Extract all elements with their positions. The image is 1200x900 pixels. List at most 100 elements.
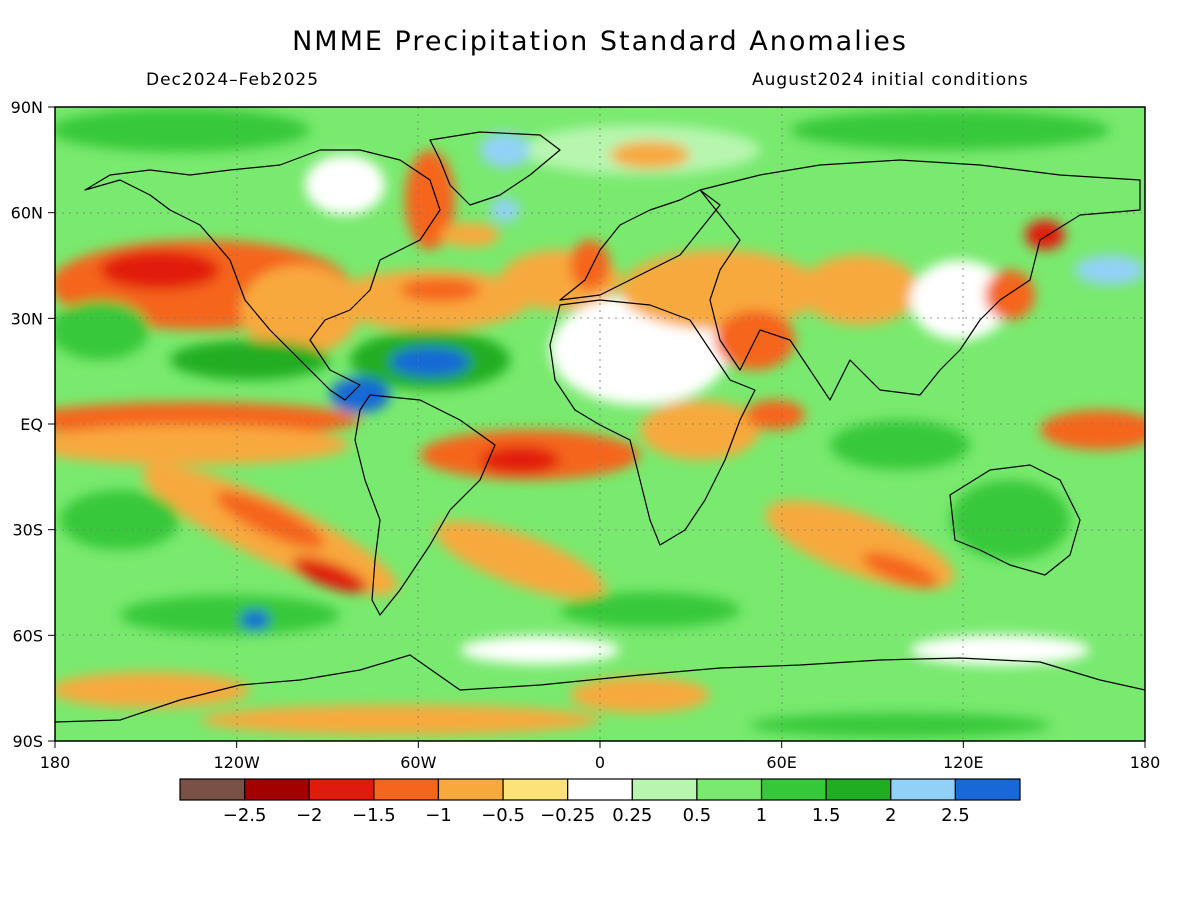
- anomaly-blob: [950, 480, 1070, 560]
- anomaly-blob: [460, 636, 620, 664]
- anomaly-blob: [750, 713, 1050, 737]
- anomaly-blob: [330, 377, 390, 413]
- anomaly-blob: [830, 420, 970, 470]
- anomaly-blob: [620, 250, 820, 330]
- legend-label: −2: [296, 805, 323, 826]
- lon-label: 120W: [213, 753, 260, 772]
- anomaly-blob: [100, 250, 220, 290]
- legend-label: 2: [885, 805, 896, 826]
- lat-label: 60S: [12, 626, 43, 645]
- legend-label: 1.5: [812, 805, 841, 826]
- legend-swatch: [825, 778, 892, 801]
- legend-swatch: [760, 778, 827, 801]
- longitude-labels: 180 120W 60W 0 60E 120E 180: [40, 741, 1161, 772]
- anomaly-blob: [292, 557, 368, 593]
- coast-south-america: [354, 394, 496, 616]
- lon-label: 180: [40, 753, 71, 772]
- lon-label: 180: [1130, 753, 1161, 772]
- map-title: NMME Precipitation Standard Anomalies: [292, 26, 908, 57]
- legend-swatch: [179, 778, 246, 801]
- lat-label: 30S: [12, 521, 43, 540]
- anomaly-blob: [55, 672, 250, 708]
- legend-tick-labels: −2.5 −2 −1.5 −1 −0.5 −0.25 0.25 0.5 1 1.5 2 2.5: [223, 805, 970, 826]
- anomaly-blob: [1075, 255, 1145, 285]
- anomaly-blob: [1040, 410, 1145, 450]
- anomaly-blob: [434, 521, 606, 599]
- anomaly-blob: [405, 150, 455, 250]
- legend-label: 2.5: [941, 805, 970, 826]
- anomaly-blob: [120, 595, 340, 635]
- lon-label: 60W: [400, 753, 436, 772]
- lat-label: 60N: [11, 204, 43, 223]
- anomaly-blob: [240, 265, 360, 355]
- legend-swatch: [567, 778, 633, 801]
- legend-swatch: [244, 778, 310, 801]
- legend-swatch: [437, 778, 504, 801]
- anomaly-blob: [570, 677, 710, 713]
- coast-antarctica: [55, 654, 1145, 723]
- anomaly-blob: [570, 240, 610, 290]
- lon-label: 0: [595, 753, 605, 772]
- legend-color-boxes: [179, 778, 1021, 801]
- legend-label: −1.5: [352, 805, 396, 826]
- lat-label: 90N: [11, 98, 43, 117]
- legend-swatch: [890, 778, 956, 801]
- anomaly-blob: [985, 270, 1035, 320]
- anomaly-blob: [862, 552, 938, 588]
- anomaly-blob: [55, 108, 310, 152]
- lon-label: 60E: [766, 753, 796, 772]
- anomaly-blob: [390, 347, 470, 377]
- legend-label: 0.5: [683, 805, 712, 826]
- anomaly-blob: [440, 223, 500, 247]
- lat-label: EQ: [20, 415, 43, 434]
- anomaly-blob: [60, 490, 180, 550]
- anomaly-blob: [400, 278, 480, 302]
- coast-asia: [699, 159, 1141, 401]
- legend-label: −1: [425, 805, 452, 826]
- anomaly-blob: [55, 425, 350, 465]
- anomaly-blob: [480, 132, 530, 168]
- legend-swatch: [954, 778, 1021, 801]
- lon-label: 120E: [943, 753, 984, 772]
- legend-swatch: [373, 778, 440, 801]
- anomaly-blob: [305, 155, 385, 215]
- graticule: [55, 107, 1145, 741]
- legend-label: −2.5: [223, 805, 267, 826]
- anomaly-blob: [800, 255, 920, 325]
- legend-label: 1: [756, 805, 767, 826]
- legend-label: −0.5: [481, 805, 525, 826]
- anomaly-blob: [910, 635, 1090, 665]
- lat-label: 30N: [11, 309, 43, 328]
- coast-africa: [549, 299, 756, 546]
- anomaly-blob: [1025, 220, 1065, 250]
- anomaly-blob: [55, 300, 150, 360]
- legend-label: 0.25: [612, 805, 652, 826]
- anomaly-blob: [610, 141, 690, 169]
- legend-label: −0.25: [540, 805, 595, 826]
- anomaly-blob: [910, 260, 1010, 340]
- coastlines: [55, 131, 1145, 723]
- latitude-labels: 90N 60N 30N EQ 30S 60S 90S: [11, 98, 55, 751]
- anomaly-blob: [480, 446, 560, 474]
- anomaly-blob: [490, 198, 520, 222]
- anomaly-blob: [215, 491, 325, 549]
- initial-conditions: August2024 initial conditions: [752, 70, 1029, 90]
- anomaly-field: [55, 107, 1145, 741]
- legend-swatch: [308, 778, 375, 801]
- legend-swatch: [631, 778, 698, 801]
- legend-swatch: [502, 778, 569, 801]
- coast-greenland: [429, 131, 561, 206]
- forecast-period: Dec2024–Feb2025: [146, 70, 320, 90]
- anomaly-blob: [240, 610, 270, 630]
- coast-north-america: [84, 149, 441, 401]
- legend-swatch: [696, 778, 763, 801]
- anomaly-blob: [560, 592, 740, 628]
- coast-europe: [559, 189, 721, 301]
- coast-australia: [949, 464, 1081, 576]
- anomaly-blob: [200, 705, 600, 735]
- anomaly-blob: [745, 400, 805, 430]
- lat-label: 90S: [12, 732, 43, 751]
- anomaly-blob: [790, 110, 1110, 150]
